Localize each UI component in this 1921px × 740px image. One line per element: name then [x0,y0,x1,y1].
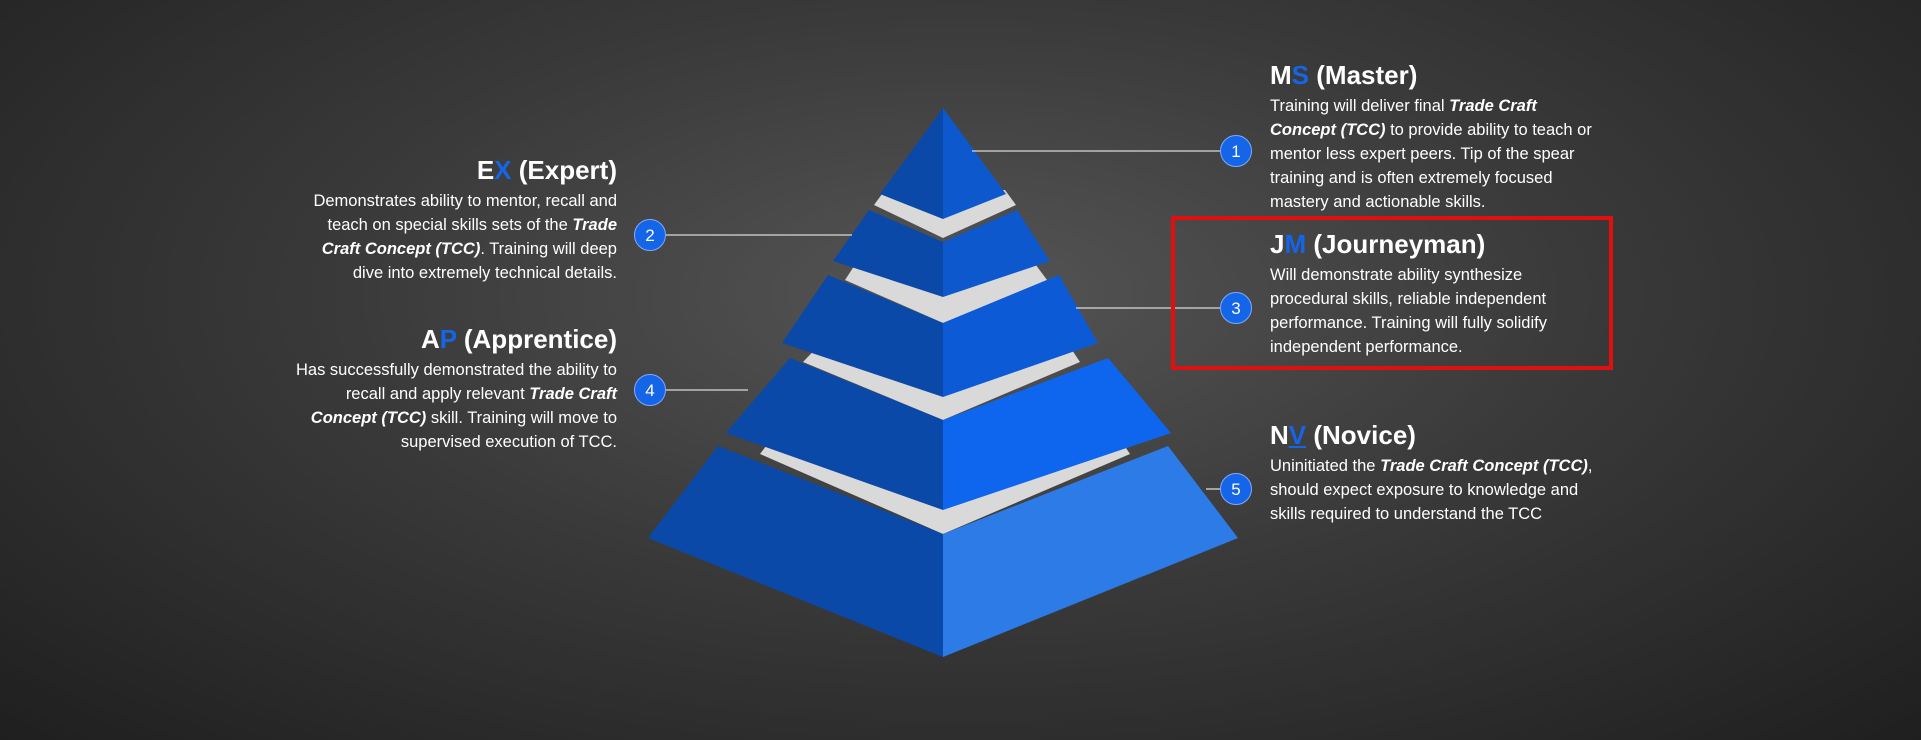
description-text: , should expect exposure to knowledge an… [1270,457,1593,523]
level-novice-name: (Novice) [1313,420,1416,450]
level-apprentice-name: (Apprentice) [463,324,617,354]
description-text: Will demonstrate ability synthesize proc… [1270,266,1547,356]
level-novice-block: NV (Novice) Uninitiated the Trade Craft … [1270,420,1595,526]
level-3-badge: 3 [1220,292,1252,324]
tier-4-left-face [726,358,943,510]
description-text: to provide ability to teach or mentor le… [1270,121,1592,211]
level-master-name: (Master) [1316,60,1418,90]
level-expert-abbr-first: E [476,155,495,185]
level-novice-abbr-first: N [1270,420,1289,450]
level-apprentice-description: Has successfully demonstrated the abilit… [290,358,617,454]
level-journeyman-name: (Journeyman) [1313,229,1486,259]
tier-5-left-face [648,446,943,657]
description-text: . Training will deep dive into extremely… [352,240,617,282]
level-2-badge: 2 [634,219,666,251]
tcc-emphasis: Trade Craft Concept (TCC) [1380,457,1588,475]
description-text: skill. Training will move to supervised … [400,409,617,451]
level-novice-description: Uninitiated the Trade Craft Concept (TCC… [1270,454,1595,526]
level-expert-title: EX (Expert) [290,155,617,185]
level-journeyman-abbr-second: M [1284,229,1307,259]
description-text: Uninitiated the [1270,457,1381,475]
tier-2-right-face [943,210,1050,297]
level-novice-abbr-second: V [1288,420,1307,450]
level-apprentice-abbr-first: A [420,324,440,354]
tier-1-right-face [943,108,1006,219]
level-journeyman-block: JM (Journeyman) Will demonstrate ability… [1270,229,1595,359]
tcc-emphasis: Trade Craft Concept (TCC) [321,216,617,258]
tcc-emphasis: Trade Craft Concept (TCC) [1270,97,1537,139]
level-expert-description: Demonstrates ability to mentor, recall a… [290,189,617,285]
level-novice-title: NV (Novice) [1270,420,1595,450]
level-1-badge: 1 [1220,135,1252,167]
level-expert-abbr-second: X [494,155,512,185]
tier-2-left-face [833,210,943,297]
description-text: Training will deliver final [1270,97,1450,115]
tier-1-left-face [880,108,943,219]
tier-4-right-face [943,358,1171,510]
level-journeyman-description: Will demonstrate ability synthesize proc… [1270,263,1595,359]
level-master-block: MS (Master) Training will deliver final … [1270,60,1595,214]
level-master-title: MS (Master) [1270,60,1595,90]
highlight-box [1171,216,1613,370]
level-apprentice-title: AP (Apprentice) [290,324,617,354]
level-5-badge: 5 [1220,473,1252,505]
tier-3-right-face [943,275,1098,397]
level-master-abbr-second: S [1291,60,1310,90]
level-4-badge: 4 [634,374,666,406]
level-master-description: Training will deliver final Trade Craft … [1270,94,1595,214]
description-text: Has successfully demonstrated the abilit… [296,361,617,403]
tier-3-left-face [782,275,943,397]
level-master-abbr-first: M [1270,60,1292,90]
tier-5-right-face [943,446,1238,657]
description-text: Demonstrates ability to mentor, recall a… [313,192,617,234]
level-expert-block: EX (Expert) Demonstrates ability to ment… [290,155,617,285]
level-expert-name: (Expert) [518,155,617,185]
level-journeyman-abbr-first: J [1270,229,1285,259]
tcc-emphasis: Trade Craft Concept (TCC) [310,385,617,427]
level-apprentice-block: AP (Apprentice) Has successfully demonst… [290,324,617,454]
level-apprentice-abbr-second: P [439,324,457,354]
level-journeyman-title: JM (Journeyman) [1270,229,1595,259]
